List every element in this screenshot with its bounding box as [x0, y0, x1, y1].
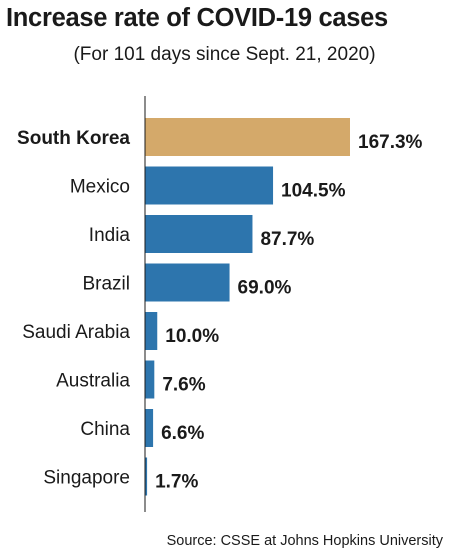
- category-label-saudi-arabia: Saudi Arabia: [22, 322, 130, 343]
- value-label-singapore: 1.7%: [155, 472, 198, 493]
- category-label-india: India: [89, 225, 131, 246]
- chart-subtitle: (For 101 days since Sept. 21, 2020): [73, 44, 376, 65]
- category-label-australia: Australia: [56, 371, 130, 392]
- value-label-mexico: 104.5%: [281, 181, 346, 202]
- bar-mexico: [145, 166, 274, 205]
- value-label-south-korea: 167.3%: [358, 132, 423, 153]
- bar-australia: [145, 360, 155, 399]
- bar-singapore: [145, 457, 148, 496]
- value-label-china: 6.6%: [161, 423, 204, 444]
- category-label-china: China: [80, 419, 130, 440]
- category-label-singapore: Singapore: [43, 468, 130, 489]
- source-note: Source: CSSE at Johns Hopkins University: [166, 533, 443, 549]
- category-label-brazil: Brazil: [82, 274, 130, 295]
- value-label-australia: 7.6%: [162, 375, 205, 396]
- chart-title: Increase rate of COVID-19 cases: [6, 4, 388, 32]
- bar-china: [145, 409, 154, 447]
- category-label-south-korea: South Korea: [17, 128, 130, 149]
- value-label-brazil: 69.0%: [238, 278, 292, 299]
- bar-india: [145, 215, 253, 253]
- bar-south-korea: [145, 118, 350, 156]
- bar-saudi-arabia: [145, 312, 158, 350]
- category-label-mexico: Mexico: [70, 177, 130, 198]
- value-label-saudi-arabia: 10.0%: [165, 326, 219, 347]
- bar-brazil: [145, 263, 230, 302]
- value-label-india: 87.7%: [260, 229, 314, 250]
